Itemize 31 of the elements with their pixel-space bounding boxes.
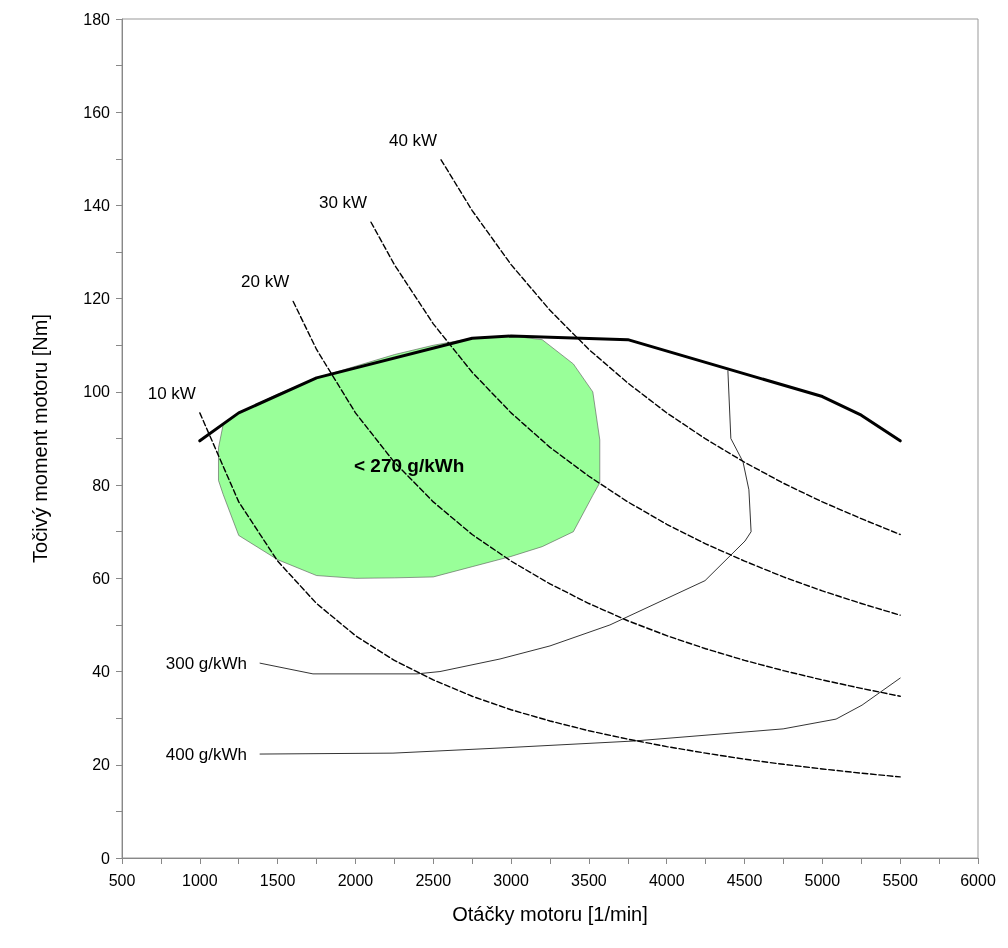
x-axis-title: Otáčky motoru [1/min]	[452, 903, 648, 925]
y-tick-label: 180	[83, 10, 111, 28]
y-tick-label: 120	[83, 290, 111, 308]
series-label: 40 kW	[388, 130, 438, 150]
y-tick-label: 160	[83, 103, 111, 121]
x-tick-label: 1000	[182, 871, 218, 889]
x-tick-label: 2500	[415, 871, 452, 889]
x-tick-label: 3500	[571, 871, 607, 889]
series-label: 30 kW	[318, 193, 368, 213]
x-tick-label: 4500	[726, 871, 763, 889]
x-tick-label: 1500	[259, 871, 296, 889]
series-label: 20 kW	[241, 272, 290, 292]
y-tick-label: 100	[83, 383, 111, 401]
y-tick-label: 0	[101, 849, 111, 867]
x-tick-label: 5500	[882, 871, 919, 889]
x-tick-label: 2000	[337, 871, 374, 889]
y-tick-label: 40	[92, 663, 111, 681]
series-label: 10 kW	[147, 383, 196, 403]
series-label: < 270 g/kWh	[353, 454, 465, 476]
y-tick-label: 80	[92, 476, 111, 494]
series-label: 400 g/kWh	[165, 744, 248, 764]
x-tick-label: 5000	[804, 871, 841, 889]
x-tick-label: 500	[108, 871, 136, 889]
x-tick-label: 6000	[960, 871, 996, 889]
y-tick-label: 140	[83, 196, 111, 214]
y-axis-title: Točivý moment motoru [Nm]	[29, 314, 51, 563]
x-tick-label: 3000	[493, 871, 529, 889]
series-label: 300 g/kWh	[165, 653, 248, 673]
y-tick-label: 60	[92, 569, 111, 587]
y-tick-label: 20	[92, 756, 111, 774]
x-tick-label: 4000	[648, 871, 685, 889]
